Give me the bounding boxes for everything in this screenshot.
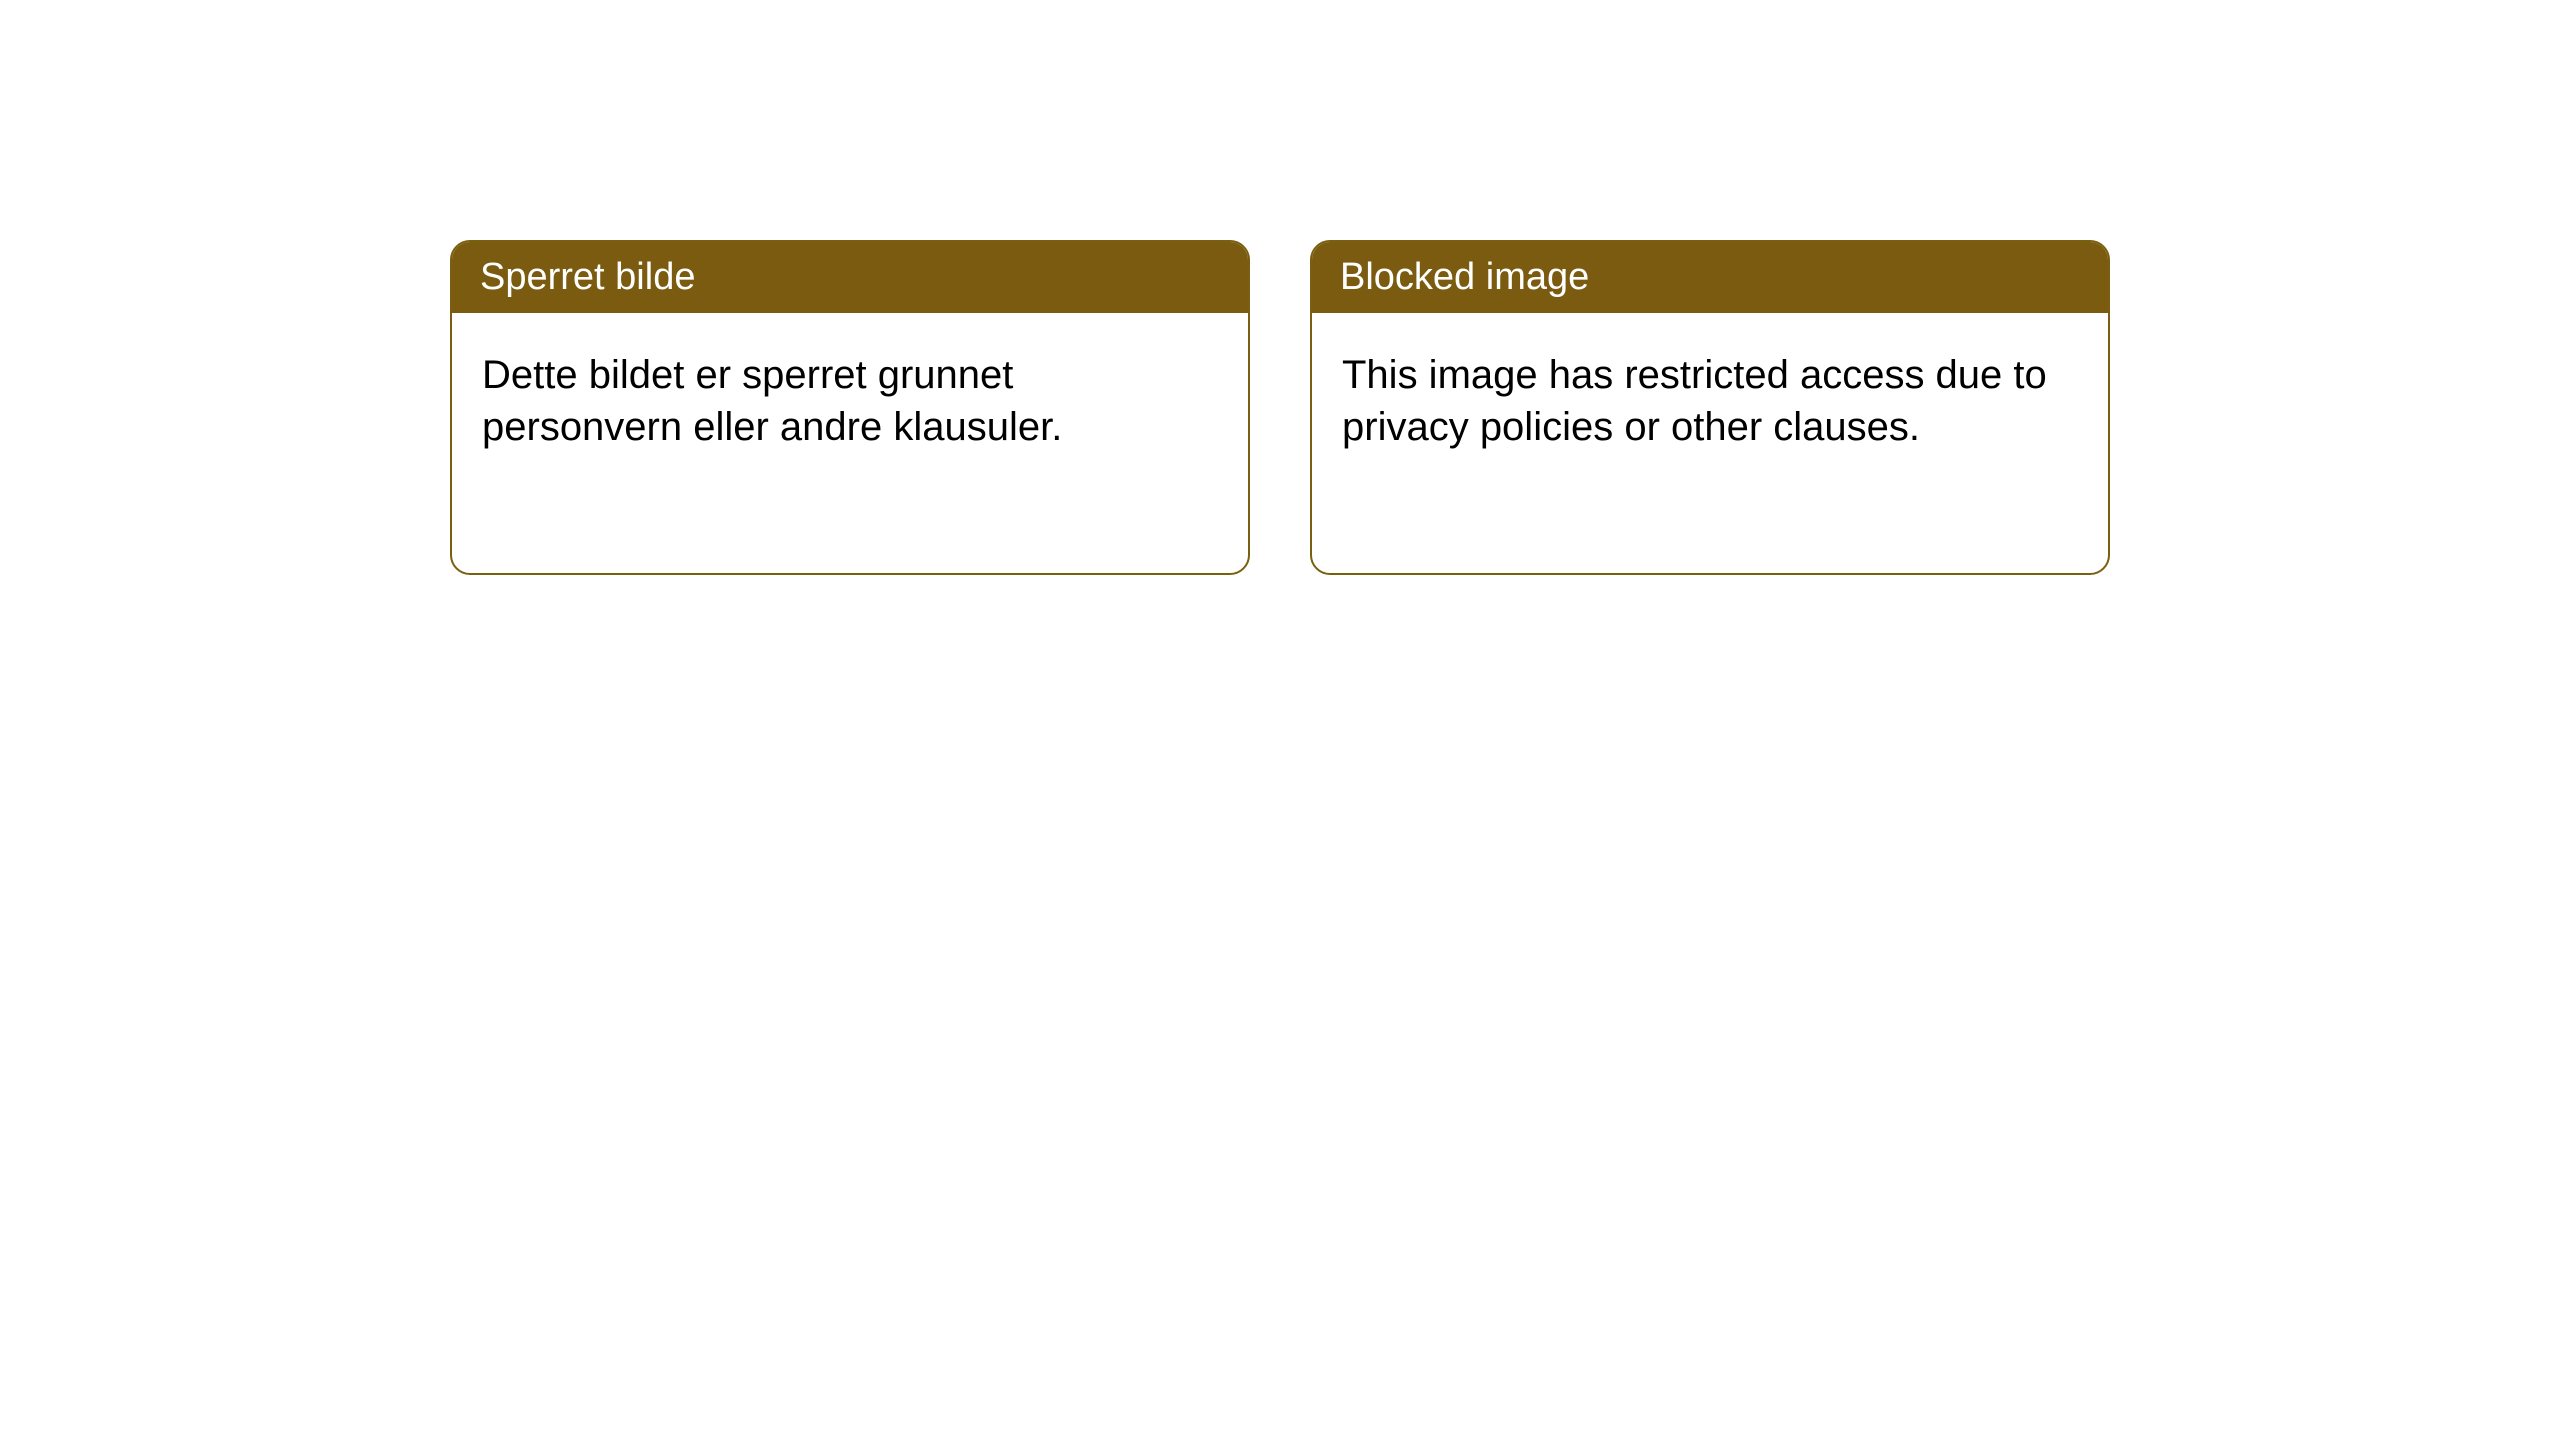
card-body: Dette bildet er sperret grunnet personve…	[452, 313, 1248, 489]
notice-cards-container: Sperret bilde Dette bildet er sperret gr…	[450, 240, 2110, 575]
notice-card-norwegian: Sperret bilde Dette bildet er sperret gr…	[450, 240, 1250, 575]
card-body-text: Dette bildet er sperret grunnet personve…	[482, 353, 1062, 449]
card-title: Sperret bilde	[480, 256, 695, 298]
card-title: Blocked image	[1340, 256, 1589, 298]
card-header: Blocked image	[1312, 242, 2108, 313]
card-body: This image has restricted access due to …	[1312, 313, 2108, 489]
notice-card-english: Blocked image This image has restricted …	[1310, 240, 2110, 575]
card-header: Sperret bilde	[452, 242, 1248, 313]
card-body-text: This image has restricted access due to …	[1342, 353, 2047, 449]
